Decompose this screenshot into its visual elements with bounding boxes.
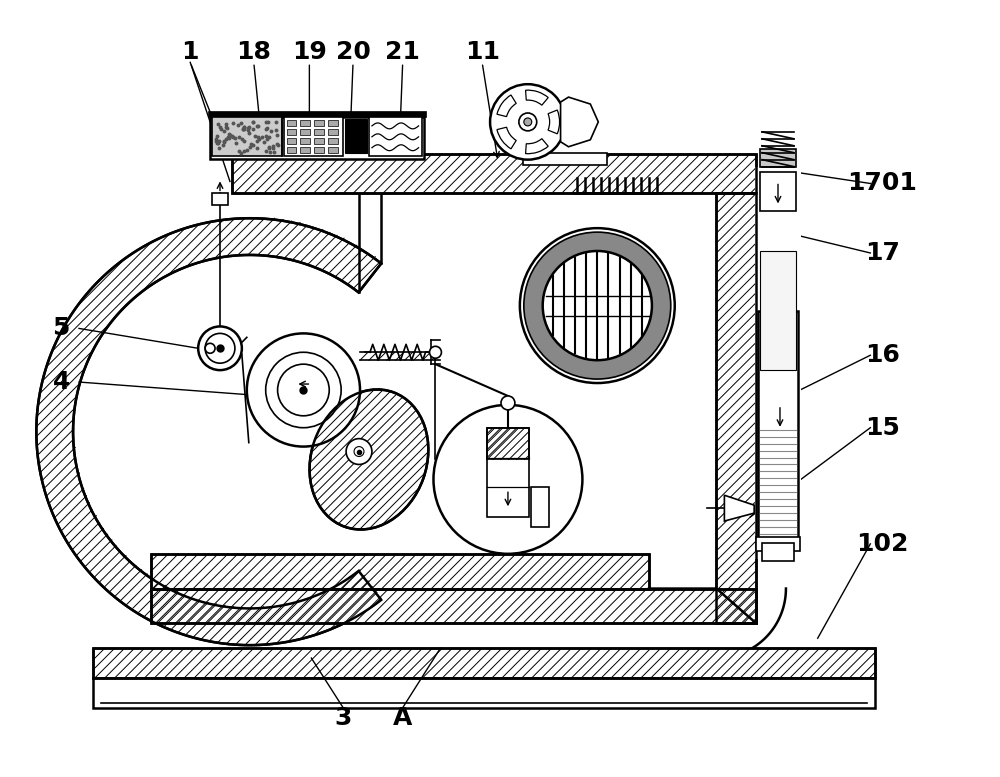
Bar [284, 117, 343, 155]
Wedge shape [497, 95, 516, 117]
Bar [756, 537, 800, 551]
Bar [287, 129, 296, 135]
Wedge shape [548, 110, 560, 134]
Circle shape [205, 333, 235, 363]
Bar [487, 427, 529, 459]
Bar [487, 427, 529, 517]
Bar [300, 138, 310, 144]
Bar [93, 648, 875, 678]
Text: 16: 16 [865, 343, 900, 368]
Bar [314, 147, 324, 153]
Bar [760, 148, 796, 166]
Text: 17: 17 [865, 241, 900, 265]
Bar [328, 147, 338, 153]
Bar [151, 554, 649, 588]
Bar [208, 111, 426, 117]
Circle shape [524, 232, 671, 379]
Circle shape [354, 447, 364, 457]
Text: 1701: 1701 [847, 172, 917, 196]
Bar [93, 648, 875, 678]
Bar [300, 147, 310, 153]
Bar [345, 119, 367, 153]
Bar [716, 193, 756, 623]
Bar [328, 138, 338, 144]
Text: 21: 21 [385, 40, 420, 64]
Circle shape [520, 228, 675, 383]
Circle shape [524, 118, 532, 126]
Circle shape [501, 396, 515, 409]
Bar [93, 678, 875, 708]
Bar [531, 487, 549, 527]
Text: 102: 102 [856, 532, 908, 556]
Text: 15: 15 [865, 416, 900, 440]
Wedge shape [526, 138, 548, 154]
Circle shape [278, 364, 329, 416]
Circle shape [266, 352, 341, 427]
Bar [212, 117, 282, 155]
Bar [300, 120, 310, 126]
Bar [287, 120, 296, 126]
Polygon shape [724, 495, 754, 521]
Bar [151, 588, 756, 623]
Bar [369, 117, 422, 155]
Bar [716, 193, 756, 623]
Bar [523, 153, 607, 165]
Circle shape [346, 439, 372, 465]
Text: 11: 11 [465, 40, 500, 64]
Bar [232, 154, 756, 193]
Bar [314, 129, 324, 135]
Text: 3: 3 [334, 706, 352, 730]
Bar [760, 251, 796, 370]
Text: 20: 20 [336, 40, 370, 64]
Circle shape [543, 251, 652, 361]
Wedge shape [497, 127, 516, 149]
Ellipse shape [310, 389, 428, 529]
Bar [287, 138, 296, 144]
Text: 5: 5 [52, 316, 70, 340]
Circle shape [519, 113, 537, 131]
Bar [328, 129, 338, 135]
Bar [287, 147, 296, 153]
Bar [151, 554, 649, 588]
Bar [151, 588, 756, 623]
Bar [210, 117, 424, 159]
Text: 4: 4 [52, 370, 70, 394]
Polygon shape [36, 218, 381, 645]
Circle shape [490, 84, 566, 159]
Bar [300, 129, 310, 135]
Circle shape [433, 405, 582, 554]
Bar [758, 311, 798, 539]
Text: 1: 1 [181, 40, 199, 64]
Bar [760, 172, 796, 211]
Bar [762, 543, 794, 561]
Bar [232, 154, 756, 193]
Bar [328, 120, 338, 126]
Polygon shape [561, 97, 598, 147]
Bar [212, 193, 228, 205]
Circle shape [205, 343, 215, 354]
Text: 18: 18 [236, 40, 271, 64]
Bar [314, 138, 324, 144]
Circle shape [198, 326, 242, 370]
Wedge shape [526, 90, 548, 105]
Text: 19: 19 [292, 40, 327, 64]
Circle shape [430, 347, 441, 358]
Bar [755, 166, 801, 559]
Text: A: A [393, 706, 412, 730]
Bar [314, 120, 324, 126]
Circle shape [247, 333, 360, 447]
